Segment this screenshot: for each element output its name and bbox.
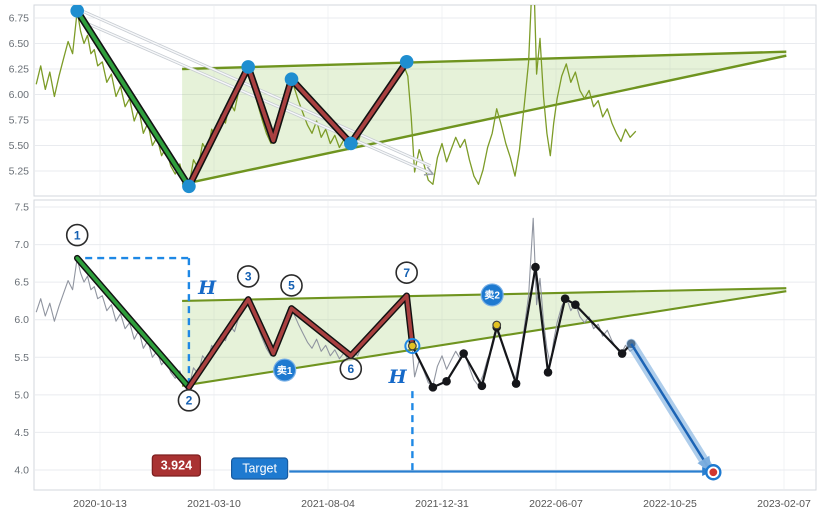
y-axis-tick-label: 5.0: [14, 389, 29, 401]
pivot-dot: [344, 136, 358, 151]
lower-trendline: [181, 54, 787, 186]
y-axis-tick-label: 6.0: [14, 314, 29, 326]
target-button[interactable]: [231, 457, 289, 480]
target-price-box: [151, 454, 202, 477]
sell-badge-label: 卖1: [277, 364, 293, 377]
wave-number-circle: [339, 357, 363, 381]
sell-point-dot: [407, 341, 417, 351]
wave-number-circle: [177, 389, 201, 412]
sell-badge[interactable]: [480, 283, 504, 307]
swing-dot: [477, 381, 487, 391]
pivot-dot: [182, 179, 196, 194]
wave-number-label: 1: [74, 228, 81, 242]
swing-dot: [511, 379, 521, 388]
wave-number-circle: [65, 223, 89, 247]
swing-dot: [459, 349, 468, 358]
x-axis-tick-label: 2021-08-04: [301, 498, 355, 510]
wave-number-label: 2: [186, 394, 193, 408]
sell-badge-label: 卖2: [484, 289, 500, 302]
x-axis-tick-label: 2022-10-25: [643, 498, 697, 510]
pivot-dot: [284, 72, 299, 86]
height-label: H: [388, 366, 408, 388]
y-axis-tick-label: 7.5: [14, 202, 29, 214]
sell-badge[interactable]: [273, 358, 297, 382]
pivot-dot: [241, 60, 255, 74]
swing-dot: [560, 294, 570, 303]
upper-trendline: [182, 50, 787, 71]
target-price-value: 3.924: [161, 458, 192, 472]
y-axis-tick-label: 6.5: [14, 277, 29, 289]
pivot-dot: [399, 55, 414, 69]
y-axis-tick-label: 5.25: [9, 166, 30, 178]
x-axis-tick-label: 2022-06-07: [529, 498, 583, 510]
y-axis-tick-label: 4.0: [14, 464, 29, 476]
breakdown-point-ring: [404, 338, 421, 355]
y-axis-tick-label: 5.50: [9, 140, 30, 152]
sell-point-dot: [492, 320, 502, 330]
height-label: H: [197, 277, 217, 299]
wave-number-label: 7: [403, 266, 410, 280]
red-zigzag-line: [186, 60, 409, 189]
y-axis-tick-label: 7.0: [14, 239, 29, 251]
pivot-dot: [70, 5, 84, 18]
swing-dot: [543, 368, 553, 377]
y-axis-tick-label: 5.75: [9, 115, 30, 127]
y-axis-tick-label: 6.25: [9, 64, 30, 76]
wave-number-label: 3: [245, 270, 252, 284]
y-axis-tick-label: 6.00: [9, 89, 30, 101]
swing-dot: [571, 300, 580, 309]
target-button-label: Target: [242, 461, 277, 475]
x-axis-tick-label: 2021-03-10: [187, 498, 241, 510]
y-axis-tick-label: 5.5: [14, 352, 29, 364]
x-axis-tick-label: 2021-12-31: [415, 498, 469, 510]
y-axis-tick-label: 4.5: [14, 427, 29, 439]
wave-number-circle: [236, 265, 260, 288]
x-axis-tick-label: 2023-02-07: [757, 498, 811, 510]
wave-number-label: 6: [347, 362, 354, 376]
y-axis-tick-label: 6.50: [9, 38, 30, 50]
swing-dot: [442, 377, 451, 386]
red-zigzag-line: [187, 293, 415, 390]
lower-panel-content: 3.924 Target 1 2 3 5 6 7 卖1 卖2 H H: [35, 217, 787, 481]
target-point-dot: [709, 468, 718, 477]
y-axis-tick-label: 6.75: [9, 13, 30, 25]
impulse-line: [75, 8, 191, 189]
swing-dot: [531, 262, 540, 272]
lower-panel-frame: [33, 199, 817, 491]
swing-dot: [617, 349, 627, 358]
channel-arrowhead-icon: [423, 166, 435, 176]
wave-number-label: 5: [288, 279, 295, 293]
upper-panel-content: [35, 5, 787, 194]
wave-number-circle: [280, 274, 303, 297]
projection-arrow-line: [630, 343, 709, 467]
wave-number-circle: [395, 261, 418, 284]
swing-dot: [428, 383, 438, 392]
x-axis-tick-label: 2020-10-13: [73, 498, 127, 510]
impulse-line: [75, 256, 191, 390]
